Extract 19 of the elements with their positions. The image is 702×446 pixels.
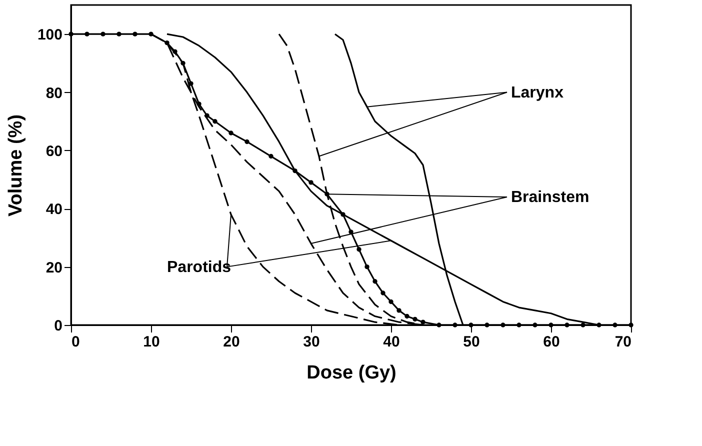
y-tick-label: 20 [46,259,62,276]
annotation: Larynx [511,84,564,102]
y-tick-label: 80 [46,84,62,102]
y-axis-title: Volume (%) [5,114,26,217]
x-tick-label: 60 [543,334,560,350]
x-axis-title: Dose (Gy) [306,362,396,384]
x-tick-label: 40 [383,334,400,350]
y-tick-label: 0 [54,318,62,334]
x-tick-label: 20 [223,334,240,350]
y-tick-label: 60 [46,142,62,160]
x-tick-label: 30 [303,334,320,350]
y-tick-label: 40 [46,201,62,218]
x-tick-label: 10 [143,334,160,350]
annotation: Brainstem [511,189,590,206]
x-tick-label: 50 [463,334,480,350]
x-tick-label: 0 [72,334,80,350]
y-tick-label: 100 [37,26,62,44]
annotation: Parotids [167,258,232,276]
x-tick-label: 70 [614,334,632,350]
